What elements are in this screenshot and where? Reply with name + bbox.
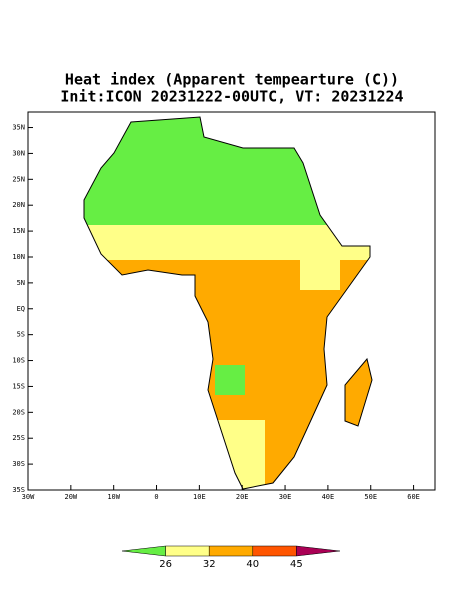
lat-tick-label: 15S [12, 382, 25, 390]
lon-tick-label: 40E [322, 493, 335, 501]
lon-tick-label: 50E [364, 493, 377, 501]
colorbar-tick-label: 32 [203, 559, 216, 570]
colorbar-segment [208, 545, 254, 557]
lon-tick-label: 30W [22, 493, 35, 501]
lat-tick-label: 20S [12, 408, 25, 416]
lon-tick-label: 60E [407, 493, 420, 501]
lon-tick-label: 30E [279, 493, 292, 501]
lat-tick-label: 25N [12, 175, 25, 183]
lat-tick-label: 25S [12, 434, 25, 442]
map-frame [27, 111, 436, 491]
lat-tick-label: 15N [12, 227, 25, 235]
lat-tick-label: 30N [12, 149, 25, 157]
lon-tick-label: 10W [107, 493, 120, 501]
colorbar-segment [121, 545, 166, 557]
lon-tick-label: 10E [193, 493, 206, 501]
lat-tick-label: 30S [12, 460, 25, 468]
lat-tick-label: 10S [12, 357, 25, 365]
lon-tick-label: 20W [65, 493, 78, 501]
colorbar-tick-label: 26 [159, 559, 172, 570]
colorbar-tick-label: 45 [290, 559, 303, 570]
colorbar-tick-label: 40 [246, 559, 259, 570]
lat-tick-label: 20N [12, 201, 25, 209]
colorbar-segment [165, 545, 210, 557]
lat-tick-label: 35N [12, 124, 25, 132]
lat-tick-label: 35S [12, 486, 25, 494]
lat-tick-label: EQ [17, 305, 25, 313]
lat-tick-label: 10N [12, 253, 25, 261]
colorbar-segment [252, 545, 297, 557]
colorbar-segment [296, 545, 341, 557]
lon-tick-label: 20E [236, 493, 249, 501]
subtitle: Init:ICON 20231222-00UTC, VT: 20231224 [60, 88, 403, 106]
title: Heat index (Apparent tempearture (C)) [65, 71, 399, 89]
coastline [83, 116, 373, 490]
lon-tick-label: 0 [154, 493, 158, 501]
lat-tick-label: 5N [17, 279, 25, 287]
lat-tick-label: 5S [17, 331, 25, 339]
